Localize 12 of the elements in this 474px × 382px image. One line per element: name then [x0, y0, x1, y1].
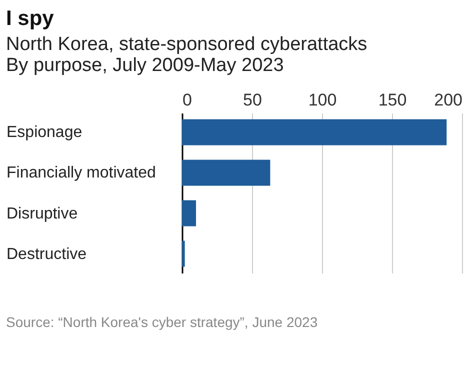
x-tick-label: 50 — [243, 90, 262, 110]
y-tick-label: Destructive — [6, 246, 87, 263]
chart-subtitle: North Korea, state-sponsored cyberattacks By purpose, July 2009-May 2023 — [6, 34, 368, 76]
y-tick-label: Financially motivated — [6, 164, 156, 182]
x-tick-label: 150 — [378, 90, 407, 110]
x-tick-label: 0 — [182, 90, 192, 110]
chart-title: I spy — [6, 7, 54, 30]
y-tick-label: Disruptive — [6, 205, 78, 222]
y-tick-label: Espionage — [6, 124, 82, 142]
x-tick-label: 200 — [434, 90, 462, 110]
x-tick-label: 100 — [308, 90, 337, 110]
source-note: Source: “North Korea's cyber strategy”, June 2023 — [6, 314, 318, 330]
